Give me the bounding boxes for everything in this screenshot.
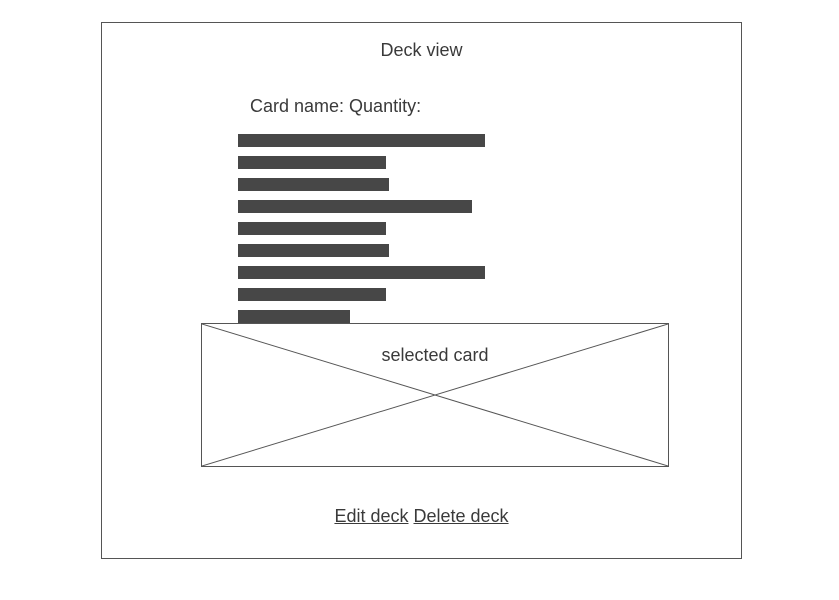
selected-card-label: selected card — [381, 345, 489, 365]
card-list-item[interactable] — [238, 310, 350, 323]
card-list-item[interactable] — [238, 288, 386, 301]
deck-actions: Edit deck Delete deck — [102, 506, 741, 526]
image-placeholder-icon — [202, 324, 668, 466]
card-list-item[interactable] — [238, 266, 485, 279]
card-list-item[interactable] — [238, 222, 386, 235]
edit-deck-link[interactable]: Edit deck — [334, 506, 409, 526]
card-list-item[interactable] — [238, 200, 472, 213]
card-list-header: Card name: Quantity: — [250, 96, 422, 116]
selected-card-image: selected card — [201, 323, 669, 467]
delete-deck-link[interactable]: Delete deck — [413, 506, 509, 526]
deck-view-panel: Deck view Card name: Quantity: selected … — [101, 22, 742, 559]
card-list-item[interactable] — [238, 244, 389, 257]
card-list-item[interactable] — [238, 134, 485, 147]
card-list-item[interactable] — [238, 156, 386, 169]
card-list-item[interactable] — [238, 178, 389, 191]
page-title: Deck view — [380, 40, 463, 60]
card-list — [238, 134, 498, 332]
